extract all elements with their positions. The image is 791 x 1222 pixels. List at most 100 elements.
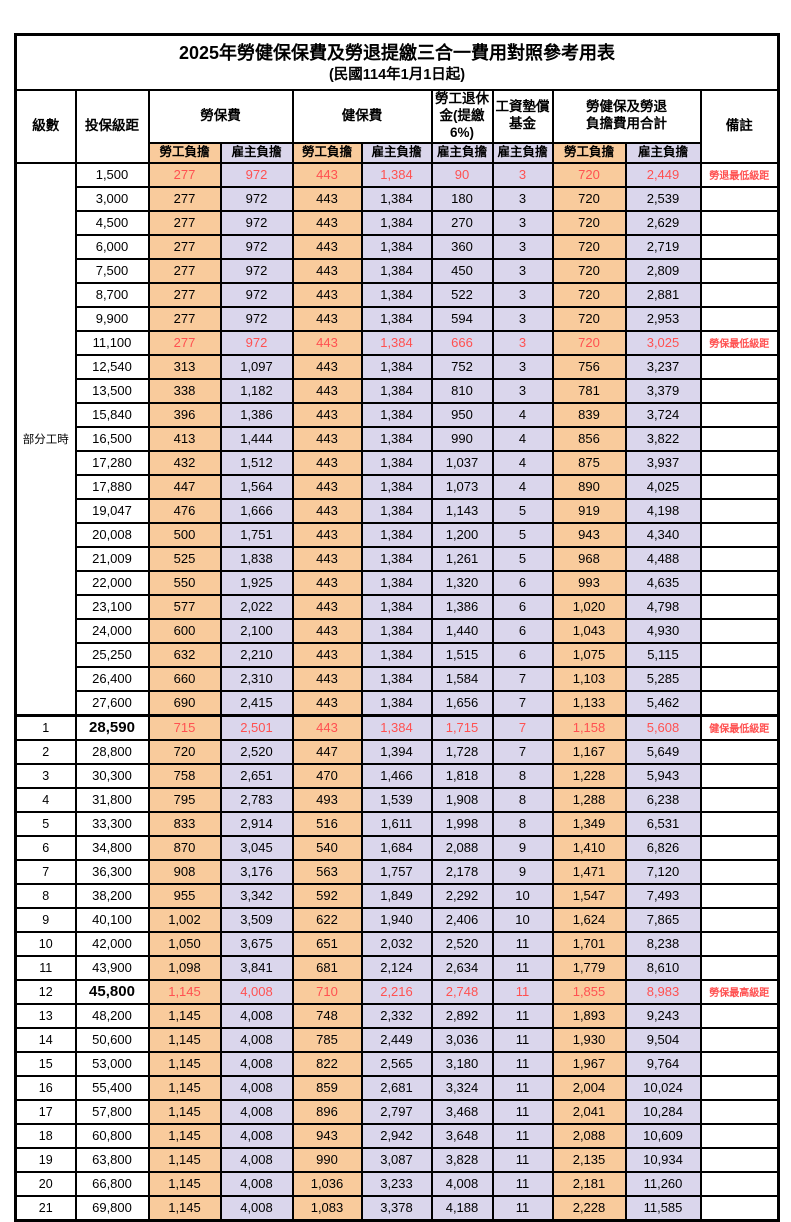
labor-fee-employee-cell: 1,145	[147, 1146, 222, 1173]
health-fee-employee-cell: 785	[291, 1026, 363, 1053]
bracket-cell: 34,800	[74, 834, 150, 861]
total-employer-cell: 3,937	[624, 449, 702, 476]
health-fee-employee-cell: 443	[291, 329, 363, 356]
health-fee-employer-cell: 1,384	[360, 329, 433, 356]
pension-employer-cell: 1,818	[430, 762, 494, 789]
total-employee-cell: 2,088	[551, 1122, 627, 1149]
pension-employer-cell: 1,143	[430, 497, 494, 524]
remark-cell	[699, 882, 780, 909]
health-fee-employee-cell: 443	[291, 209, 363, 236]
bracket-cell: 24,000	[74, 617, 150, 644]
total-employee-cell: 720	[551, 257, 627, 284]
wage-fund-employer-cell: 11	[491, 930, 554, 957]
pension-employer-cell: 2,634	[430, 954, 494, 981]
total-employee-cell: 875	[551, 449, 627, 476]
total-employee-cell: 1,471	[551, 858, 627, 885]
table-row: 11,100 277 972 443 1,384 666 3 720 3,025 勞保最低級距	[16, 329, 780, 356]
remark-cell	[699, 1074, 780, 1101]
labor-fee-employee-cell: 500	[147, 521, 222, 548]
labor-fee-employee-cell: 396	[147, 401, 222, 428]
labor-fee-employer-cell: 4,008	[219, 1098, 294, 1125]
labor-fee-employee-cell: 1,098	[147, 954, 222, 981]
health-fee-employee-cell: 443	[291, 401, 363, 428]
health-fee-employer-cell: 1,384	[360, 161, 433, 188]
table-row: 3 30,300 758 2,651 470 1,466 1,818 8 1,228 5,943	[14, 762, 780, 789]
pension-employer-cell: 3,180	[430, 1050, 494, 1077]
labor-fee-employee-cell: 1,050	[147, 930, 222, 957]
total-employer-cell: 6,531	[624, 810, 702, 837]
labor-fee-employer-cell: 4,008	[219, 1026, 294, 1053]
pension-header-line2: 金(提繳6%)	[439, 107, 485, 140]
total-employee-cell: 2,181	[551, 1170, 627, 1197]
level-cell: 11	[14, 954, 77, 981]
total-employee-cell: 1,624	[551, 906, 627, 933]
table-row: 20,008 500 1,751 443 1,384 1,200 5 943 4,340	[16, 521, 780, 548]
table-row: 21 69,800 1,145 4,008 1,083 3,378 4,188 11 2,228…	[14, 1194, 780, 1222]
total-employee-cell: 720	[551, 161, 627, 188]
pension-employer-cell: 1,908	[430, 786, 494, 813]
wage-fund-employer-cell: 11	[491, 1074, 554, 1101]
table-row: 19,047 476 1,666 443 1,384 1,143 5 919 4,198	[16, 497, 780, 524]
wage-fund-employer-cell: 5	[491, 521, 554, 548]
wage-fund-employer-cell: 9	[491, 834, 554, 861]
total-employee-cell: 1,967	[551, 1050, 627, 1077]
total-employee-cell: 2,228	[551, 1194, 627, 1222]
table-row: 6 34,800 870 3,045 540 1,684 2,088 9 1,410 6,826	[14, 834, 780, 861]
pension-employer-cell: 1,515	[430, 641, 494, 668]
bracket-cell: 6,000	[74, 233, 150, 260]
pension-employer-cell: 1,386	[430, 593, 494, 620]
bracket-cell: 27,600	[74, 689, 150, 717]
labor-fee-employee-cell: 908	[147, 858, 222, 885]
total-employer-cell: 2,539	[624, 185, 702, 212]
pension-employer-cell: 1,200	[430, 521, 494, 548]
labor-fee-employer-cell: 2,783	[219, 786, 294, 813]
pension-employer-cell: 1,261	[430, 545, 494, 572]
subheader-total-employee: 勞工負擔	[551, 141, 627, 164]
pension-employer-cell: 450	[430, 257, 494, 284]
level-cell: 16	[14, 1074, 77, 1101]
table-row: 17,280 432 1,512 443 1,384 1,037 4 875 3,937	[16, 449, 780, 476]
col-header-pension: 勞工退休 金(提繳6%)	[430, 89, 494, 144]
health-fee-employee-cell: 681	[291, 954, 363, 981]
health-fee-employee-cell: 443	[291, 497, 363, 524]
labor-fee-employer-cell: 972	[219, 305, 294, 332]
remark-cell	[699, 954, 780, 981]
labor-fee-employee-cell: 1,145	[147, 1026, 222, 1053]
pension-employer-cell: 950	[430, 401, 494, 428]
total-employer-cell: 6,238	[624, 786, 702, 813]
wage-fund-employer-cell: 6	[491, 617, 554, 644]
total-employer-cell: 5,115	[624, 641, 702, 668]
health-fee-employee-cell: 443	[291, 257, 363, 284]
table-row: 部分工時 1,500 277 972 443 1,384 90 3 720 2,449 勞退最低級距	[14, 161, 780, 717]
remark-cell	[699, 569, 780, 596]
bracket-cell: 7,500	[74, 257, 150, 284]
col-header-health-fee: 健保費	[291, 89, 433, 144]
total-employee-cell: 1,158	[551, 713, 627, 741]
health-fee-employee-cell: 443	[291, 185, 363, 212]
remark-cell	[699, 1098, 780, 1125]
total-employee-cell: 1,779	[551, 954, 627, 981]
table-row: 8 38,200 955 3,342 592 1,849 2,292 10 1,547 7,493	[14, 882, 780, 909]
bracket-cell: 55,400	[74, 1074, 150, 1101]
table-row: 13,500 338 1,182 443 1,384 810 3 781 3,379	[16, 377, 780, 404]
labor-fee-employer-cell: 2,310	[219, 665, 294, 692]
remark-cell	[699, 521, 780, 548]
level-cell: 15	[14, 1050, 77, 1077]
labor-fee-employer-cell: 972	[219, 185, 294, 212]
labor-fee-employer-cell: 4,008	[219, 1002, 294, 1029]
health-fee-employee-cell: 443	[291, 713, 363, 741]
pension-employer-cell: 666	[430, 329, 494, 356]
table-title-block: 2025年勞健保保費及勞退提繳三合一費用對照參考用表 (民國114年1月1日起)	[14, 33, 780, 91]
health-fee-employer-cell: 2,032	[360, 930, 433, 957]
labor-fee-employer-cell: 4,008	[219, 1050, 294, 1077]
bracket-cell: 8,700	[74, 281, 150, 308]
total-employee-cell: 890	[551, 473, 627, 500]
health-fee-employee-cell: 443	[291, 473, 363, 500]
total-employer-cell: 5,462	[624, 689, 702, 717]
health-fee-employer-cell: 1,384	[360, 473, 433, 500]
labor-fee-employee-cell: 1,145	[147, 978, 222, 1005]
wage-fund-employer-cell: 3	[491, 233, 554, 260]
health-fee-employee-cell: 443	[291, 617, 363, 644]
table-row: 23,100 577 2,022 443 1,384 1,386 6 1,020 4,798	[16, 593, 780, 620]
remark-cell	[699, 353, 780, 380]
